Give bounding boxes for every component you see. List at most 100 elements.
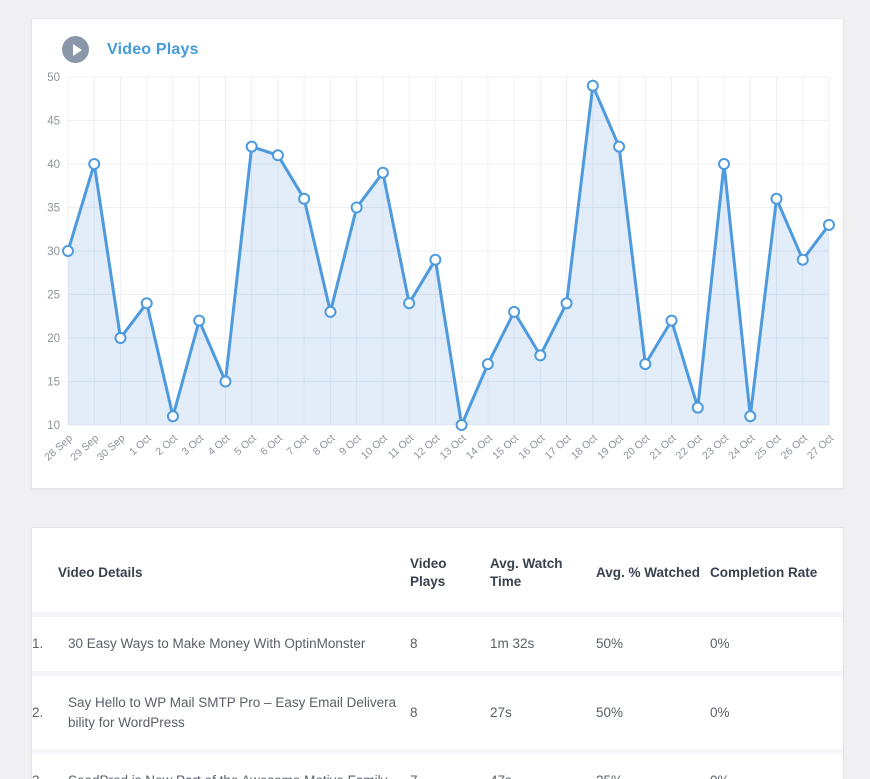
- table-cell: 1m 32s: [490, 612, 597, 674]
- table-header-row: Video Details Video Plays Avg. Watch Time A…: [32, 528, 843, 615]
- data-point[interactable]: [324, 305, 337, 318]
- x-axis-tick-label: 24 Oct: [726, 432, 757, 462]
- data-point[interactable]: [744, 410, 757, 423]
- x-axis-tick-label: 8 Oct: [311, 432, 338, 458]
- x-axis-tick-label: 27 Oct: [805, 432, 836, 462]
- x-axis-tick-label: 20 Oct: [621, 432, 652, 462]
- data-point[interactable]: [639, 358, 652, 371]
- column-header: Avg. % Watched: [596, 565, 701, 581]
- data-point[interactable]: [691, 401, 704, 414]
- y-axis-tick-label: 15: [47, 377, 60, 389]
- data-point[interactable]: [245, 140, 258, 153]
- table-cell: 8: [410, 670, 491, 752]
- data-point[interactable]: [481, 358, 494, 371]
- video-title-cell: 30 Easy Ways to Make Money With OptinMon…: [68, 612, 411, 674]
- x-axis-tick-label: 13 Oct: [438, 432, 469, 462]
- data-point[interactable]: [140, 297, 153, 310]
- table-cell: 8: [410, 612, 491, 674]
- table-cell: 1.: [32, 612, 68, 674]
- data-point[interactable]: [219, 375, 232, 388]
- x-axis-tick-label: 22 Oct: [674, 432, 705, 462]
- data-point[interactable]: [166, 410, 179, 423]
- data-point[interactable]: [376, 166, 389, 179]
- x-axis-tick-label: 5 Oct: [232, 432, 259, 458]
- data-point[interactable]: [770, 192, 783, 205]
- column-header: Video Details: [58, 565, 143, 581]
- x-axis-tick-label: 17 Oct: [543, 432, 574, 462]
- table-cell: 7: [410, 749, 491, 779]
- x-axis-tick-label: 19 Oct: [595, 432, 626, 462]
- y-axis-tick-label: 35: [47, 203, 60, 215]
- table-cell: 50%: [596, 670, 711, 752]
- data-point[interactable]: [718, 158, 731, 170]
- x-axis-tick-label: 14 Oct: [464, 432, 495, 462]
- x-axis-tick-label: 7 Oct: [285, 432, 312, 458]
- x-axis-tick-label: 12 Oct: [411, 432, 442, 462]
- table-cell: 47s: [490, 749, 597, 779]
- data-point[interactable]: [62, 245, 74, 257]
- data-point[interactable]: [455, 419, 468, 431]
- data-point[interactable]: [508, 305, 521, 318]
- column-header: Video Plays: [410, 556, 447, 590]
- y-axis-tick-label: 50: [47, 72, 60, 84]
- x-axis-tick-label: 15 Oct: [490, 432, 521, 462]
- data-point[interactable]: [271, 149, 284, 162]
- table-cell: 50%: [596, 612, 711, 674]
- x-axis-tick-label: 3 Oct: [180, 432, 207, 458]
- x-axis-tick-label: 21 Oct: [648, 432, 679, 462]
- data-point[interactable]: [586, 79, 599, 92]
- column-header: Completion Rate: [710, 565, 818, 581]
- y-axis-tick-label: 45: [47, 116, 60, 128]
- table-row: 1. 30 Easy Ways to Make Money With OptinM…: [32, 612, 843, 674]
- video-plays-card: Video Plays 10 15 20 25 30 35 40 45 50 28 Sep 29 S…: [31, 18, 844, 489]
- x-axis-tick-label: 18 Oct: [569, 432, 600, 462]
- table-cell: 3.: [32, 749, 68, 779]
- y-axis-tick-label: 30: [47, 246, 60, 258]
- play-icon: [62, 36, 89, 63]
- table-cell: 2.: [32, 670, 68, 752]
- x-axis-tick-label: 25 Oct: [753, 432, 784, 462]
- y-axis-tick-label: 25: [47, 290, 60, 302]
- table-row: 3.SeedProd is Now Part of the Awesome Mo…: [32, 749, 843, 779]
- x-axis-tick-label: 11 Oct: [386, 432, 416, 461]
- area-fill: [68, 85, 829, 425]
- table-cell: 0%: [710, 749, 843, 779]
- table-row: 2. Say Hello to WP Mail SMTP Pro – Easy E…: [32, 670, 843, 752]
- x-axis-tick-label: 4 Oct: [206, 432, 233, 458]
- table-cell: 25%: [596, 749, 711, 779]
- chart-header: Video Plays: [32, 19, 843, 69]
- data-point[interactable]: [350, 201, 363, 214]
- x-axis-tick-label: 29 Sep: [68, 432, 101, 463]
- x-axis-tick-label: 16 Oct: [516, 432, 547, 462]
- column-header: Avg. Watch Time: [490, 556, 563, 590]
- chart-area: 10 15 20 25 30 35 40 45 50 28 Sep 29 Sep 30 Sep 1 Oc…: [32, 69, 843, 482]
- x-axis-tick-label: 30 Sep: [95, 432, 128, 463]
- x-axis-tick-label: 6 Oct: [258, 432, 285, 458]
- x-axis-tick-label: 1 Oct: [127, 432, 154, 458]
- data-point[interactable]: [193, 314, 206, 327]
- x-axis-tick-label: 26 Oct: [779, 432, 810, 462]
- y-axis-tick-label: 20: [47, 333, 60, 345]
- data-point[interactable]: [114, 332, 127, 344]
- table-cell: 0%: [710, 670, 843, 752]
- y-axis-tick-label: 10: [47, 420, 60, 432]
- data-point[interactable]: [88, 158, 101, 170]
- data-point[interactable]: [560, 297, 573, 310]
- video-details-card: Video Details Video Plays Avg. Watch Time A…: [31, 527, 844, 779]
- data-point[interactable]: [403, 297, 416, 310]
- data-point[interactable]: [429, 253, 442, 266]
- x-axis-tick-label: 23 Oct: [700, 432, 731, 462]
- data-point[interactable]: [613, 140, 626, 153]
- data-point[interactable]: [298, 192, 311, 205]
- x-axis-tick-label: 10 Oct: [359, 432, 390, 462]
- table-cell: 27s: [490, 670, 597, 752]
- data-point[interactable]: [534, 349, 547, 362]
- table-cell: 0%: [710, 612, 843, 674]
- x-axis-tick-label: 28 Sep: [42, 432, 75, 463]
- data-point[interactable]: [796, 253, 809, 266]
- data-point[interactable]: [665, 314, 678, 327]
- video-title-cell: SeedProd is Now Part of the Awesome Moti…: [68, 749, 411, 779]
- data-point[interactable]: [823, 218, 835, 231]
- series-line: [66, 84, 831, 427]
